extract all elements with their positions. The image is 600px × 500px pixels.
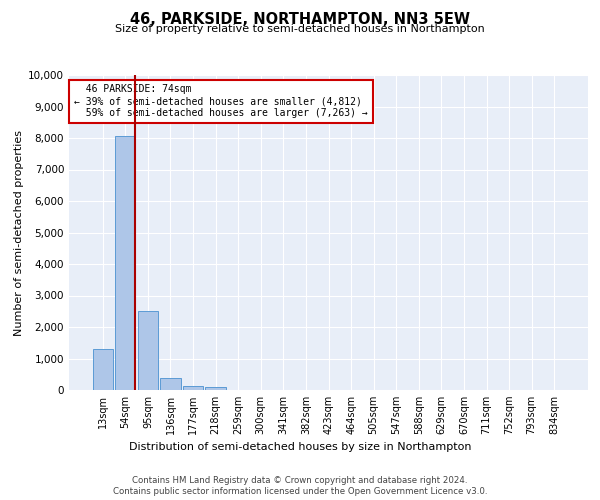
Text: 46 PARKSIDE: 74sqm
← 39% of semi-detached houses are smaller (4,812)
  59% of se: 46 PARKSIDE: 74sqm ← 39% of semi-detache… [74,84,368,117]
Y-axis label: Number of semi-detached properties: Number of semi-detached properties [14,130,24,336]
Text: Contains public sector information licensed under the Open Government Licence v3: Contains public sector information licen… [113,488,487,496]
Text: Contains HM Land Registry data © Crown copyright and database right 2024.: Contains HM Land Registry data © Crown c… [132,476,468,485]
Text: Size of property relative to semi-detached houses in Northampton: Size of property relative to semi-detach… [115,24,485,34]
Bar [115,136,136,390]
Bar [160,378,181,390]
Bar [205,388,226,390]
Bar [183,386,203,390]
Text: 46, PARKSIDE, NORTHAMPTON, NN3 5EW: 46, PARKSIDE, NORTHAMPTON, NN3 5EW [130,12,470,28]
Bar [138,311,158,390]
Text: Distribution of semi-detached houses by size in Northampton: Distribution of semi-detached houses by … [129,442,471,452]
Bar [92,349,113,390]
